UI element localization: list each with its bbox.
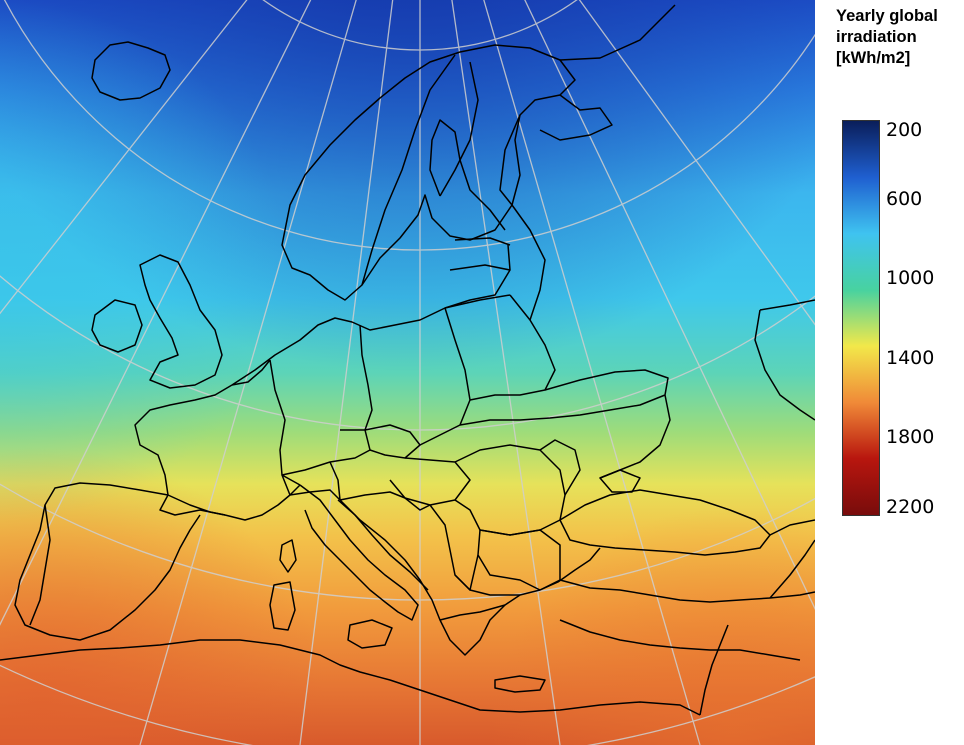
great-britain-coast (139, 254, 223, 389)
legend-title: Yearly global irradiation [kWh/m2] (836, 6, 964, 69)
legend-tick-label: 1000 (886, 267, 935, 289)
france-coast (134, 384, 233, 516)
legend-tick-label: 2200 (886, 496, 935, 518)
greece-border (439, 574, 520, 621)
anatolia-coast (559, 579, 815, 603)
balkan-coast (339, 499, 561, 656)
irradiation-map (0, 0, 815, 745)
france-med-coast (224, 484, 301, 521)
belarus-border (469, 294, 556, 401)
continental-west-coast (231, 244, 511, 386)
legend-title-line: [kWh/m2] (836, 49, 911, 67)
map-canvas (0, 0, 815, 745)
legend-tick-label: 200 (886, 119, 923, 141)
meridian-line (483, 0, 701, 745)
meridian-line (524, 0, 815, 611)
austria-switzerland-border (281, 461, 341, 501)
sardinia-coast (269, 581, 296, 631)
meridian-line (0, 0, 248, 315)
legend-title-line: Yearly global (836, 7, 938, 25)
gulf-of-bothnia (429, 119, 506, 231)
meridian-line (0, 0, 312, 626)
france-germany-border (269, 359, 301, 486)
levant-coast (699, 624, 729, 716)
iceland-coast (91, 41, 171, 101)
bulgaria-border (477, 529, 561, 591)
finland-russia-border (499, 114, 521, 206)
russia-west-border (511, 204, 546, 321)
meridian-line (451, 0, 561, 745)
caucasus-border (769, 519, 815, 599)
czech-border (340, 424, 421, 459)
iberia-coast (14, 482, 201, 641)
italy-coast (299, 484, 419, 621)
meridian-line (578, 0, 815, 326)
sweden-norway-border (361, 54, 456, 286)
corsica-coast (279, 539, 297, 573)
baltic-states-borders (444, 237, 511, 309)
legend-title-line: irradiation (836, 28, 917, 46)
meridian-line (139, 0, 357, 745)
scandinavia-coast (281, 44, 576, 301)
legend: Yearly global irradiation [kWh/m2] 200 6… (828, 0, 964, 525)
legend-tick-label: 1400 (886, 347, 935, 369)
hungary-border (389, 457, 471, 506)
legend-tick-label: 1800 (886, 426, 935, 448)
ukraine-border (459, 369, 671, 479)
moldova-border (539, 439, 581, 496)
romania-border (454, 444, 566, 536)
black-sea-coast (559, 489, 771, 556)
ireland-coast (91, 299, 143, 353)
spain-france-border (167, 494, 226, 516)
germany-south-border (281, 429, 371, 476)
legend-tick-label: 600 (886, 188, 923, 210)
legend-color-bar (842, 120, 880, 516)
anatolia-south-coast (559, 619, 801, 661)
sweden-finland-border (439, 61, 479, 197)
country-borders (0, 4, 815, 716)
north-africa-coast (0, 639, 701, 716)
sicily-coast (347, 619, 393, 649)
spain-portugal-border (29, 504, 51, 626)
turkey-europe-border (539, 547, 601, 591)
meridian-line (299, 0, 394, 745)
southeast-high-irradiation-tint (0, 0, 815, 745)
benelux-border (231, 359, 271, 386)
graticule (0, 0, 815, 745)
germany-poland-border (359, 324, 373, 431)
crete-coast (494, 675, 546, 693)
kola-coast (539, 4, 676, 141)
croatia-bosnia-border (339, 491, 431, 511)
caspian-coast (754, 299, 815, 421)
serbia-border (429, 504, 479, 591)
